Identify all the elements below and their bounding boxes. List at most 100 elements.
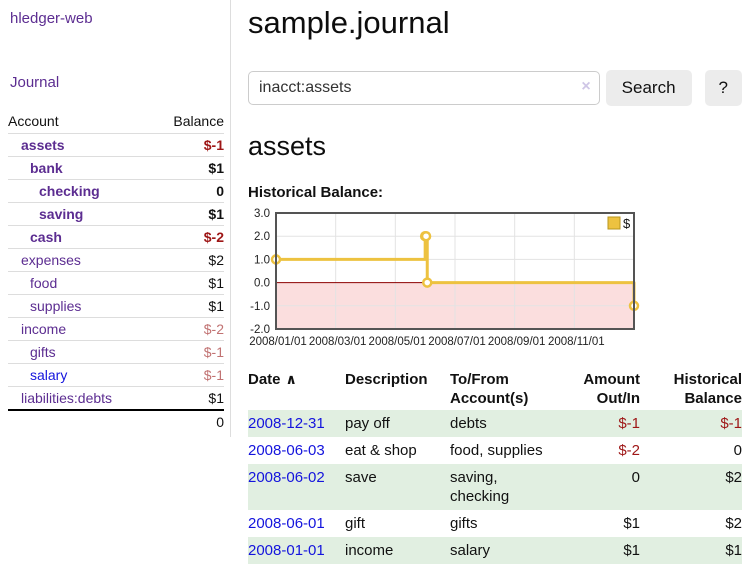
svg-text:2.0: 2.0 xyxy=(254,231,270,243)
account-row: checking 0 xyxy=(8,179,224,203)
account-link[interactable]: checking xyxy=(39,183,100,199)
svg-text:2008/07/01: 2008/07/01 xyxy=(428,336,486,348)
account-link[interactable]: salary xyxy=(30,367,68,383)
account-column-header: Account xyxy=(8,110,154,134)
transaction-amount: $1 xyxy=(623,515,640,532)
transaction-description: eat & shop xyxy=(345,442,417,459)
balance-chart: 3.0 2.0 1.0 0.0 -1.0 -2.0 2008/01/01 2008/03/01… xyxy=(248,208,742,351)
transaction-date-link[interactable]: 2008-06-02 xyxy=(248,469,325,486)
account-balance: $-1 xyxy=(153,340,224,364)
account-row: gifts $-1 xyxy=(8,340,224,364)
transaction-accounts: food, supplies xyxy=(450,442,543,459)
register-header-amount: Amount Out/In xyxy=(583,371,640,407)
account-tree-body: assets $-1 bank $1 checking 0 saving $1 cash $-2 e… xyxy=(8,133,224,411)
register-header-row: Date ∧ Description To/From Account(s) Amo… xyxy=(248,368,742,410)
account-row: supplies $1 xyxy=(8,294,224,318)
register-header-balance: Historical Balance xyxy=(673,371,742,407)
transaction-balance: $2 xyxy=(725,515,742,532)
account-balance: $-1 xyxy=(153,133,224,157)
register-row: 2008-06-02 save saving, checking 0 $2 xyxy=(248,464,742,510)
legend-swatch xyxy=(607,216,621,230)
account-heading: assets xyxy=(248,131,327,161)
account-link[interactable]: liabilities:debts xyxy=(21,390,113,406)
account-row: bank $1 xyxy=(8,156,224,180)
svg-text:-2.0: -2.0 xyxy=(250,324,270,336)
data-point-marker xyxy=(420,230,432,242)
total-spacer xyxy=(8,409,154,433)
register-row: 2008-06-03 eat & shop food, supplies $-2 0 xyxy=(248,437,742,464)
transaction-accounts: debts xyxy=(450,415,487,432)
transaction-balance: $2 xyxy=(725,469,742,486)
account-row: income $-2 xyxy=(8,317,224,341)
clear-search-icon[interactable]: × xyxy=(581,78,591,95)
account-balance: $1 xyxy=(153,386,224,411)
register-header-description: Description xyxy=(345,371,428,388)
transaction-description: save xyxy=(345,469,377,486)
account-link[interactable]: bank xyxy=(30,160,63,176)
account-link[interactable]: assets xyxy=(21,137,65,153)
account-link[interactable]: income xyxy=(21,321,67,337)
legend-label: $ xyxy=(623,216,631,231)
account-balance: $1 xyxy=(153,156,224,180)
balance-column-header: Balance xyxy=(153,110,224,134)
account-row: saving $1 xyxy=(8,202,224,226)
account-balance: $1 xyxy=(153,202,224,226)
svg-text:3.0: 3.0 xyxy=(254,208,270,220)
transaction-amount: 0 xyxy=(631,469,640,486)
search-input[interactable] xyxy=(248,71,600,105)
account-balance: $-2 xyxy=(153,225,224,249)
account-balance: $1 xyxy=(153,294,224,318)
transaction-amount: $-1 xyxy=(618,415,640,432)
account-row: expenses $2 xyxy=(8,248,224,272)
transaction-description: pay off xyxy=(345,415,390,432)
transaction-amount: $1 xyxy=(623,542,640,559)
svg-text:2008/11/01: 2008/11/01 xyxy=(548,336,605,348)
page-title: sample.journal xyxy=(248,5,450,40)
account-tree: Account Balance assets $-1 bank $1 checking 0… xyxy=(8,110,224,433)
help-button[interactable]: ? xyxy=(704,70,742,106)
svg-text:2008/09/01: 2008/09/01 xyxy=(488,336,546,348)
account-link[interactable]: gifts xyxy=(30,344,56,360)
svg-text:-1.0: -1.0 xyxy=(250,301,270,313)
account-balance: $-1 xyxy=(153,363,224,387)
plot-border xyxy=(275,212,635,330)
account-balance: $-2 xyxy=(153,317,224,341)
account-link[interactable]: supplies xyxy=(30,298,82,314)
transaction-balance: 0 xyxy=(733,442,742,459)
account-row: food $1 xyxy=(8,271,224,295)
register-header-date[interactable]: Date ∧ xyxy=(248,368,345,410)
register-table: Date ∧ Description To/From Account(s) Amo… xyxy=(248,368,742,564)
transaction-date-link[interactable]: 2008-06-01 xyxy=(248,515,325,532)
account-tree-header: Account Balance xyxy=(8,110,224,134)
svg-text:0.0: 0.0 xyxy=(254,278,270,290)
account-link[interactable]: cash xyxy=(30,229,62,245)
nav-journal-link[interactable]: Journal xyxy=(10,74,60,91)
search-button[interactable]: Search xyxy=(605,70,692,106)
register-header-account: To/From Account(s) xyxy=(450,371,529,407)
account-balance: $1 xyxy=(153,271,224,295)
account-link[interactable]: expenses xyxy=(21,252,81,268)
transaction-date-link[interactable]: 2008-06-03 xyxy=(248,442,325,459)
account-link[interactable]: saving xyxy=(39,206,84,222)
transaction-description: income xyxy=(345,542,394,559)
register-row: 2008-12-31 pay off debts $-1 $-1 xyxy=(248,410,742,437)
transaction-accounts: saving, checking xyxy=(450,469,510,505)
transaction-date-link[interactable]: 2008-12-31 xyxy=(248,415,325,432)
main-content: sample.journal × Search ? assets Histori… xyxy=(248,0,742,564)
register-body: 2008-12-31 pay off debts $-1 $-1 2008-06-03 ea… xyxy=(248,410,742,564)
account-balance: $2 xyxy=(153,248,224,272)
account-row: assets $-1 xyxy=(8,133,224,157)
search-input-wrap: × xyxy=(248,71,600,105)
account-balance: 0 xyxy=(153,179,224,203)
date-header-label: Date xyxy=(248,371,281,388)
register-row: 2008-06-01 gift gifts $1 $2 xyxy=(248,510,742,537)
brand-link[interactable]: hledger-web xyxy=(10,10,93,27)
account-row: liabilities:debts $1 xyxy=(8,386,224,411)
account-total-row: 0 xyxy=(8,409,224,433)
transaction-date-link[interactable]: 2008-01-01 xyxy=(248,542,325,559)
svg-text:2008/03/01: 2008/03/01 xyxy=(309,336,367,348)
transaction-accounts: gifts xyxy=(450,515,478,532)
account-link[interactable]: food xyxy=(30,275,58,291)
register-row: 2008-01-01 income salary $1 $1 xyxy=(248,537,742,564)
